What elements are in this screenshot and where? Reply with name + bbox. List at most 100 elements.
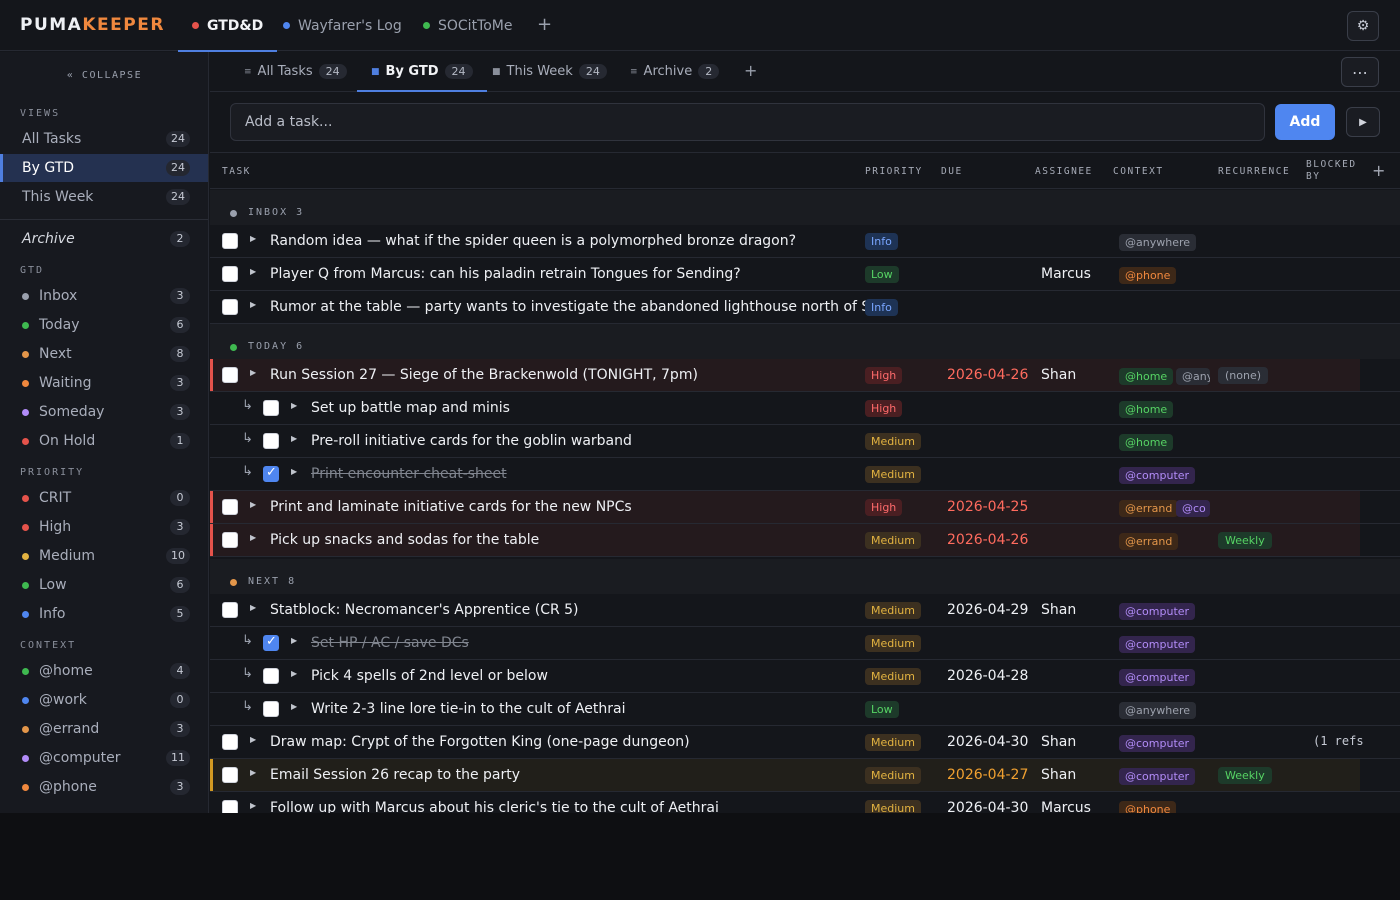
sidebar-item-on-hold[interactable]: On Hold 1	[0, 427, 208, 455]
priority-badge[interactable]: Low	[865, 266, 899, 283]
task-checkbox[interactable]	[222, 266, 238, 282]
expand-caret-icon[interactable]: ▶	[250, 768, 257, 777]
subtask-row[interactable]: ↳ ▶ Pick 4 spells of 2nd level or below Med…	[210, 660, 1400, 693]
due-date[interactable]: 2026-04-26	[947, 367, 1029, 383]
tab-archive[interactable]: ≡ Archive 2	[630, 52, 720, 91]
priority-badge[interactable]: High	[865, 499, 903, 516]
assignee[interactable]: Marcus	[1041, 800, 1091, 813]
table-row[interactable]: ▶ Pick up snacks and sodas for the table M…	[210, 524, 1400, 557]
expand-caret-icon[interactable]: ▶	[291, 702, 298, 711]
sidebar-item-priority-info[interactable]: Info 5	[0, 600, 208, 628]
context-tag[interactable]: @anywhere	[1119, 702, 1197, 719]
sidebar-item-by-gtd[interactable]: By GTD 24	[0, 154, 208, 182]
subtask-row[interactable]: ↳ ▶ Set up battle map and minis High @home	[210, 392, 1400, 425]
due-date[interactable]: 2026-04-26	[947, 532, 1029, 548]
priority-badge[interactable]: Medium	[865, 602, 921, 619]
context-tag[interactable]: @co	[1176, 500, 1210, 517]
assignee[interactable]: Shan	[1041, 767, 1077, 783]
priority-badge[interactable]: Info	[865, 233, 898, 250]
expand-caret-icon[interactable]: ▶	[250, 267, 257, 276]
sidebar-item-this-week[interactable]: This Week 24	[0, 183, 208, 211]
sidebar-item-context-phone[interactable]: @phone 3	[0, 773, 208, 801]
subtask-row[interactable]: ↳ ▶ Set HP / AC / save DCs Medium @computer	[210, 627, 1400, 660]
add-project-icon[interactable]: +	[537, 14, 553, 35]
recurrence-badge[interactable]: (none)	[1218, 367, 1269, 384]
sidebar-item-archive[interactable]: Archive 2	[0, 225, 208, 253]
task-title[interactable]: Email Session 26 recap to the party	[270, 767, 521, 783]
blocked-by-refs[interactable]: (1 refs	[1313, 734, 1364, 748]
task-checkbox[interactable]	[263, 668, 279, 684]
assignee[interactable]: Shan	[1041, 602, 1077, 618]
sidebar-item-someday[interactable]: Someday 3	[0, 398, 208, 426]
add-view-icon[interactable]: +	[744, 61, 758, 80]
task-checkbox[interactable]	[222, 499, 238, 515]
expand-caret-icon[interactable]: ▶	[250, 300, 257, 309]
table-row[interactable]: ▶ Draw map: Crypt of the Forgotten King (…	[210, 726, 1400, 759]
collapse-button[interactable]: « COLLAPSE	[66, 70, 143, 81]
task-title[interactable]: Print encounter cheat-sheet	[311, 466, 507, 482]
project-tab-gtdd[interactable]: GTD&D	[177, 0, 278, 52]
table-row[interactable]: ▶ Follow up with Marcus about his cleric'…	[210, 792, 1400, 813]
task-title[interactable]: Statblock: Necromancer's Apprentice (CR …	[270, 602, 579, 618]
expand-caret-icon[interactable]: ▶	[291, 669, 298, 678]
expand-caret-icon[interactable]: ▶	[250, 603, 257, 612]
sidebar-item-inbox[interactable]: Inbox 3	[0, 282, 208, 310]
column-task[interactable]: TASK	[222, 166, 251, 177]
task-title[interactable]: Random idea — what if the spider queen i…	[270, 233, 797, 249]
expand-caret-icon[interactable]: ▶	[250, 368, 257, 377]
expand-caret-icon[interactable]: ▶	[250, 533, 257, 542]
more-options-button[interactable]: ⋯	[1341, 57, 1379, 87]
subtask-row[interactable]: ↳ ▶ Write 2-3 line lore tie-in to the cult…	[210, 693, 1400, 726]
task-title[interactable]: Set up battle map and minis	[311, 400, 510, 416]
task-checkbox[interactable]	[263, 433, 279, 449]
context-tag[interactable]: @phone	[1119, 801, 1177, 813]
sidebar-item-priority-low[interactable]: Low 6	[0, 571, 208, 599]
table-row[interactable]: ▶ Statblock: Necromancer's Apprentice (CR…	[210, 594, 1400, 627]
due-date[interactable]: 2026-04-29	[947, 602, 1029, 618]
expand-caret-icon[interactable]: ▶	[291, 434, 298, 443]
task-checkbox[interactable]	[263, 634, 279, 651]
sidebar-item-context-work[interactable]: @work 0	[0, 686, 208, 714]
expand-button[interactable]: ▶	[1346, 107, 1380, 137]
priority-badge[interactable]: Low	[865, 701, 899, 718]
context-tag[interactable]: @home	[1119, 401, 1174, 418]
task-title[interactable]: Set HP / AC / save DCs	[311, 635, 469, 651]
tab-by-gtd[interactable]: ■ By GTD 24	[357, 52, 487, 92]
context-tag[interactable]: @errand	[1119, 533, 1179, 550]
sidebar-item-context-computer[interactable]: @computer 11	[0, 744, 208, 772]
table-row[interactable]: ▶ Random idea — what if the spider queen …	[210, 225, 1400, 258]
task-title[interactable]: Follow up with Marcus about his cleric's…	[270, 800, 719, 813]
table-row[interactable]: ▶ Email Session 26 recap to the party Medi…	[210, 759, 1400, 792]
priority-badge[interactable]: Medium	[865, 466, 921, 483]
assignee[interactable]: Marcus	[1041, 266, 1091, 282]
sidebar-item-today[interactable]: Today 6	[0, 311, 208, 339]
expand-caret-icon[interactable]: ▶	[250, 801, 257, 810]
column-assignee[interactable]: ASSIGNEE	[1035, 166, 1093, 177]
sidebar-item-context-home[interactable]: @home 4	[0, 657, 208, 685]
context-tag[interactable]: @home	[1119, 368, 1174, 385]
group-header-today[interactable]: TODAY 6	[210, 324, 1400, 360]
task-checkbox[interactable]	[222, 734, 238, 750]
table-row[interactable]: ▶ Print and laminate initiative cards for…	[210, 491, 1400, 524]
subtask-row[interactable]: ↳ ▶ Print encounter cheat-sheet Medium @comp…	[210, 458, 1400, 491]
context-tag[interactable]: @computer	[1119, 636, 1196, 653]
context-tag[interactable]: @computer	[1119, 467, 1196, 484]
context-tag[interactable]: @computer	[1119, 768, 1196, 785]
priority-badge[interactable]: Medium	[865, 668, 921, 685]
expand-caret-icon[interactable]: ▶	[250, 500, 257, 509]
task-checkbox[interactable]	[222, 299, 238, 315]
expand-caret-icon[interactable]: ▶	[250, 735, 257, 744]
task-title[interactable]: Pre-roll initiative cards for the goblin…	[311, 433, 632, 449]
task-checkbox[interactable]	[263, 400, 279, 416]
project-tab-socittome[interactable]: SOCitToMe	[423, 0, 513, 51]
priority-badge[interactable]: Medium	[865, 734, 921, 751]
task-title[interactable]: Write 2-3 line lore tie-in to the cult o…	[311, 701, 626, 717]
add-task-input[interactable]	[230, 103, 1265, 141]
expand-caret-icon[interactable]: ▶	[291, 467, 298, 476]
group-header-inbox[interactable]: INBOX 3	[210, 190, 1400, 226]
assignee[interactable]: Shan	[1041, 367, 1077, 383]
context-tag[interactable]: @errand	[1119, 500, 1179, 517]
task-checkbox[interactable]	[222, 367, 238, 383]
group-header-next[interactable]: NEXT 8	[210, 559, 1400, 595]
context-tag[interactable]: @computer	[1119, 669, 1196, 686]
